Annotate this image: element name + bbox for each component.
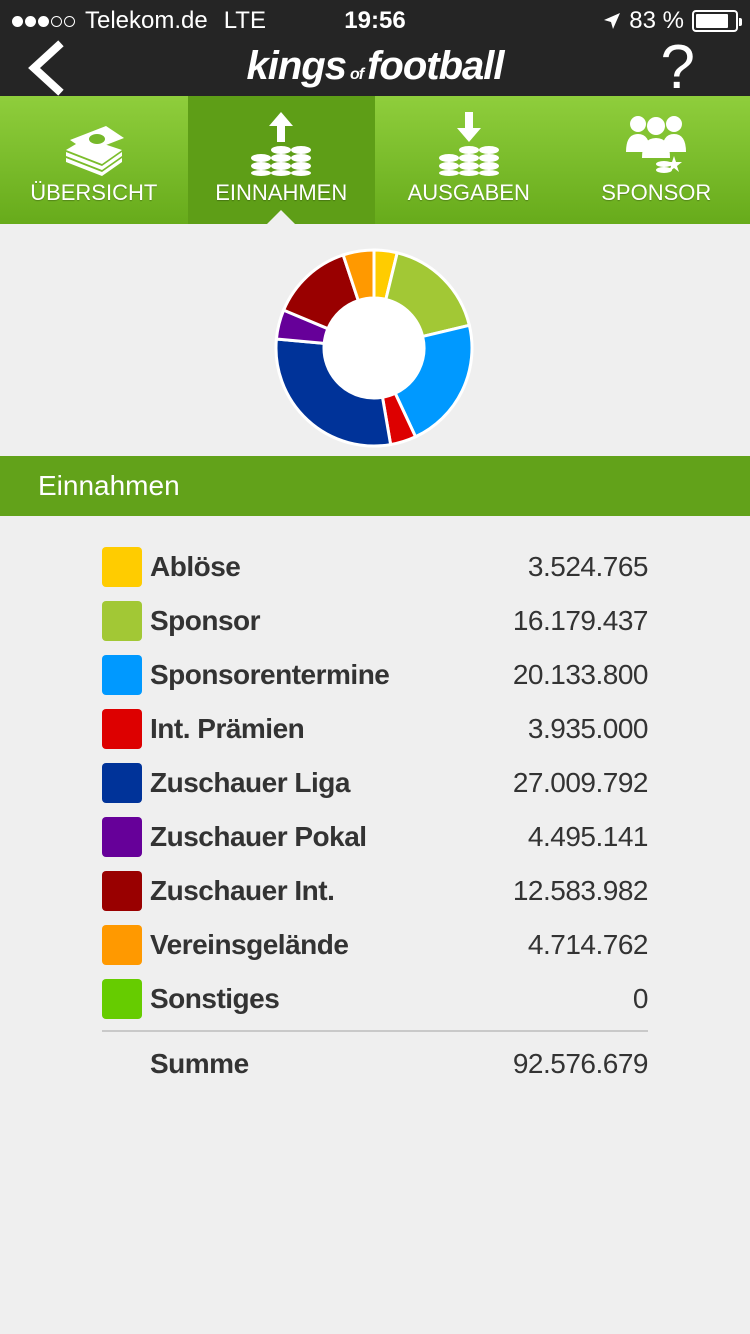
total-value: 92.576.679 [512, 1048, 649, 1079]
status-right: 83 % [603, 7, 742, 35]
legend-value: 12.583.982 [512, 875, 649, 906]
legend-value: 4.495.141 [527, 821, 649, 852]
income-donut-chart [274, 248, 474, 448]
legend-value: 0 [632, 983, 649, 1014]
legend-label: Int. Prämien [150, 713, 305, 744]
help-button[interactable]: ? [660, 33, 695, 102]
legend-swatch [102, 871, 142, 911]
total-label: Summe [150, 1048, 249, 1079]
back-chevron-icon [28, 40, 64, 96]
legend-swatch [102, 979, 142, 1019]
legend-swatch [102, 655, 142, 695]
location-arrow-icon [604, 13, 621, 29]
legend-swatch [102, 763, 142, 803]
legend-swatch [102, 547, 142, 587]
tab-sponsor-label: SPONSOR [601, 180, 712, 205]
legend-label: Ablöse [150, 551, 241, 582]
legend-value: 3.935.000 [527, 713, 649, 744]
donut-svg [274, 248, 474, 448]
money-stack-icon [62, 110, 126, 176]
status-bar: Telekom.de LTE 19:56 83 % [0, 0, 750, 40]
section-header: Einnahmen [0, 456, 750, 516]
legend-row: Ablöse 3.524.765 [102, 540, 649, 594]
app-logo: kings of football [246, 44, 504, 88]
tab-income[interactable]: EINNAHMEN [187, 96, 375, 224]
coins-down-icon [437, 110, 501, 176]
legend-label: Vereinsgelände [150, 929, 349, 960]
legend-swatch [102, 925, 142, 965]
legend-row: Sponsorentermine 20.133.800 [102, 648, 649, 702]
carrier-name: Telekom.de [85, 7, 208, 34]
tab-income-label: EINNAHMEN [215, 180, 348, 205]
tab-expenses-label: AUSGABEN [407, 180, 530, 205]
nav-bar: kings of football ? [0, 33, 750, 102]
legend-swatch [102, 601, 142, 641]
legend-row: Zuschauer Int. 12.583.982 [102, 864, 649, 918]
legend-label: Zuschauer Pokal [150, 821, 367, 852]
coins-up-icon [249, 110, 313, 176]
donut-hole [324, 298, 424, 398]
legend-label: Zuschauer Int. [150, 875, 335, 906]
tab-overview[interactable]: ÜBERSICHT [0, 96, 188, 224]
battery-percent: 83 % [629, 7, 684, 34]
legend-value: 16.179.437 [512, 605, 649, 636]
clock: 19:56 [344, 7, 406, 34]
sponsor-group-icon [624, 110, 688, 176]
legend-swatch [102, 709, 142, 749]
active-tab-pointer [267, 210, 296, 224]
signal-strength-icon [12, 15, 75, 27]
tab-sponsor[interactable]: SPONSOR [563, 96, 750, 224]
total-divider [102, 1030, 648, 1032]
tab-bar: ÜBERSICHT EINNAHMEN [0, 96, 750, 224]
legend-value: 4.714.762 [527, 929, 649, 960]
legend-row: Zuschauer Pokal 4.495.141 [102, 810, 649, 864]
tab-overview-label: ÜBERSICHT [30, 180, 158, 205]
legend-label: Sponsorentermine [150, 659, 390, 690]
legend-row: Vereinsgelände 4.714.762 [102, 918, 649, 972]
back-button[interactable] [22, 40, 78, 96]
legend-row: Sonstiges 0 [102, 972, 649, 1026]
status-left: Telekom.de LTE [12, 7, 266, 35]
legend-label: Zuschauer Liga [150, 767, 350, 798]
legend-row: Sponsor 16.179.437 [102, 594, 649, 648]
legend-swatch [102, 817, 142, 857]
income-legend: Ablöse 3.524.765 Sponsor 16.179.437 Spon… [102, 540, 649, 1096]
network-type: LTE [223, 7, 266, 34]
legend-row: Int. Prämien 3.935.000 [102, 702, 649, 756]
total-row: Summe 92.576.679 [102, 1032, 649, 1096]
battery-icon [692, 10, 742, 32]
tab-expenses[interactable]: AUSGABEN [375, 96, 563, 224]
legend-label: Sponsor [150, 605, 261, 636]
legend-value: 20.133.800 [512, 659, 649, 690]
legend-label: Sonstiges [150, 983, 280, 1014]
legend-value: 3.524.765 [527, 551, 649, 582]
legend-value: 27.009.792 [512, 767, 649, 798]
legend-row: Zuschauer Liga 27.009.792 [102, 756, 649, 810]
